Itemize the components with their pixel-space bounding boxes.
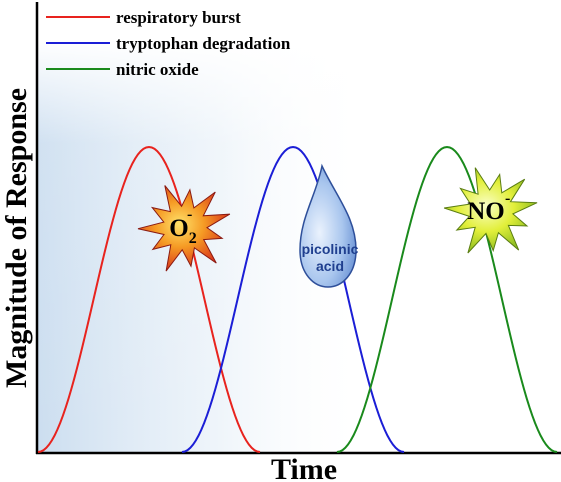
picolinic-line-2: acid — [316, 258, 344, 274]
series-layer — [37, 145, 558, 453]
starburst-icon — [443, 167, 538, 254]
droplet-icon — [299, 163, 357, 288]
superoxide-sup: - — [187, 206, 192, 223]
legend-label-respiratory-burst: respiratory burst — [116, 8, 241, 27]
y-axis-title: Magnitude of Response — [0, 88, 33, 388]
starburst-icon — [137, 185, 231, 272]
series-line-respiratory-burst — [37, 145, 261, 453]
nitric-oxide-main: NO — [467, 198, 505, 225]
legend-label-nitric-oxide: nitric oxide — [116, 60, 199, 79]
legend-label-tryptophan-degradation: tryptophan degradation — [116, 34, 291, 53]
x-axis-title: Time — [271, 453, 337, 482]
nitric-oxide-sup: - — [505, 190, 510, 207]
superoxide-main: O — [169, 215, 188, 242]
superoxide-sub: 2 — [189, 230, 197, 247]
superoxide-starburst-annotation: O2 - — [137, 185, 231, 272]
series-line-nitric-oxide — [336, 145, 558, 453]
series-line-tryptophan-degradation — [181, 145, 405, 453]
superoxide-label: O2 — [169, 215, 196, 247]
nitric-oxide-starburst-annotation: NO - — [443, 167, 538, 254]
picolinic-line-1: picolinic — [302, 241, 359, 257]
picolinic-acid-droplet-annotation: picolinic acid — [299, 163, 359, 288]
legend: respiratory burst tryptophan degradation… — [46, 8, 291, 79]
